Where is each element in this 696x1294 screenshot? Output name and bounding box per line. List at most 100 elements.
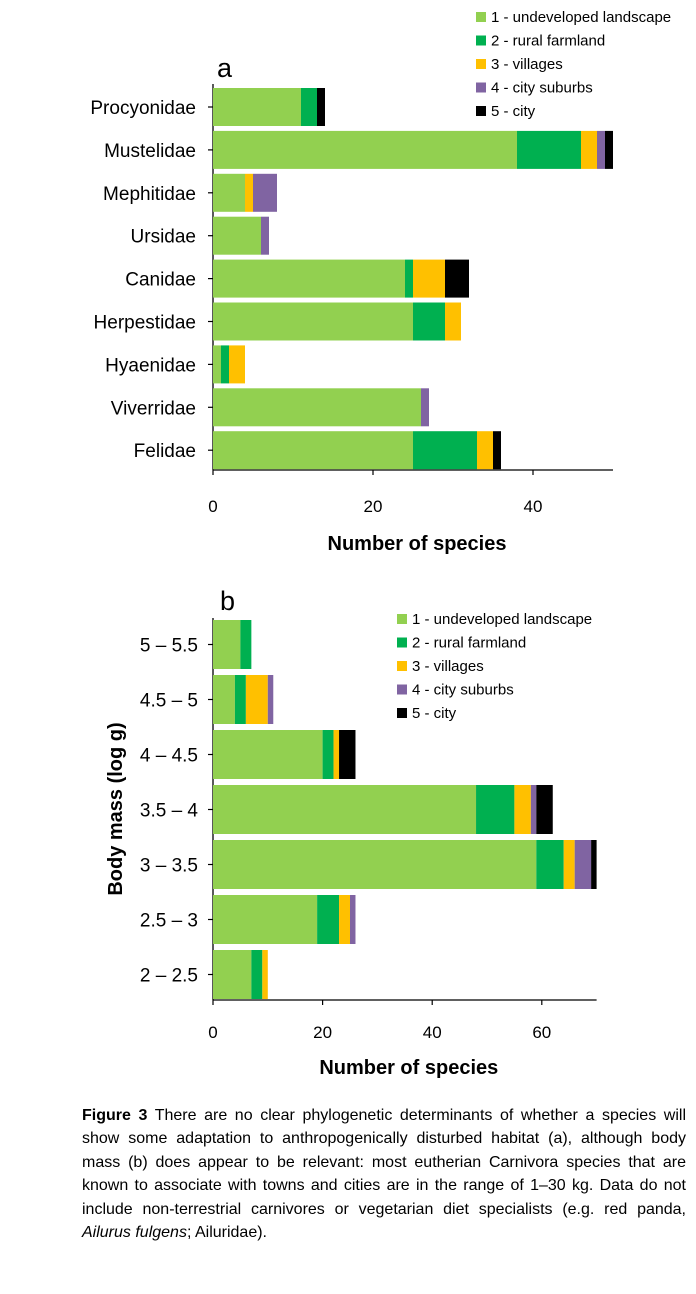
category-label: 3 – 3.5: [140, 856, 198, 877]
category-label: 4.5 – 5: [140, 691, 198, 712]
legend-label: 5 - city: [412, 705, 457, 722]
bar-mephitidae-4-city-suburbs: [253, 173, 277, 212]
bar-mustelidae-1-undeveloped-landscape: [213, 130, 517, 169]
bar-4-5-5-1-undeveloped-landscape: [213, 675, 235, 724]
bar-4-5-5-2-rural-farmland: [234, 675, 246, 724]
legend-label: 3 - villages: [491, 56, 563, 73]
category-label: 3.5 – 4: [140, 801, 199, 822]
bar-4-5-5-4-city-suburbs: [267, 675, 274, 724]
legend-swatch-5-city: [397, 708, 407, 718]
bar-ursidae-1-undeveloped-landscape: [213, 216, 261, 255]
bar-2-2-5-1-undeveloped-landscape: [213, 950, 252, 999]
caption-label: Figure 3: [82, 1107, 148, 1124]
legend-swatch-4-city-suburbs: [476, 82, 486, 93]
bar-mustelidae-3-villages: [581, 130, 597, 169]
bar-4-4-5-3-villages: [333, 730, 340, 779]
bar-3-5-4-1-undeveloped-landscape: [213, 785, 477, 834]
bar-procyonidae-5-city: [317, 88, 325, 126]
panel-label: b: [220, 586, 235, 616]
bar-2-5-3-3-villages: [339, 895, 350, 944]
category-label: Canidae: [125, 270, 196, 291]
bar-5-5-5-2-rural-farmland: [240, 620, 252, 669]
bar-2-5-3-4-city-suburbs: [350, 895, 356, 944]
category-label: Mephitidae: [103, 184, 196, 205]
legend-swatch-5-city: [476, 106, 486, 116]
bar-3-5-4-4-city-suburbs: [530, 785, 537, 834]
bar-canidae-2-rural-farmland: [405, 259, 413, 298]
bar-3-3-5-4-city-suburbs: [574, 840, 592, 889]
category-label: Hyaenidae: [105, 355, 196, 376]
bar-herpestidae-3-villages: [445, 302, 461, 341]
bar-3-3-5-5-city: [591, 840, 597, 889]
bar-mustelidae-4-city-suburbs: [597, 130, 605, 169]
bar-ursidae-4-city-suburbs: [261, 216, 269, 255]
category-label: Herpestidae: [94, 313, 196, 334]
bar-mephitidae-3-villages: [245, 173, 253, 212]
x-tick-label: 60: [532, 1023, 551, 1042]
category-label: Viverridae: [111, 398, 196, 419]
bar-2-5-3-1-undeveloped-landscape: [213, 895, 318, 944]
category-label: Ursidae: [131, 227, 196, 248]
bar-3-5-4-2-rural-farmland: [476, 785, 515, 834]
chart-a: 0 20 40 Procyonidae Mustelidae Mephitidae Ursi…: [90, 9, 671, 555]
bar-felidae-5-city: [493, 431, 501, 470]
bar-canidae-5-city: [445, 259, 469, 298]
legend-swatch-3-villages: [397, 661, 407, 671]
legend-swatch-1-undeveloped-landscape: [397, 614, 407, 624]
legend-swatch-2-rural-farmland: [476, 35, 486, 46]
category-label: 4 – 4.5: [140, 746, 198, 767]
bar-4-4-5-2-rural-farmland: [322, 730, 334, 779]
legend-label: 2 - rural farmland: [412, 635, 526, 652]
legend-swatch-2-rural-farmland: [397, 637, 407, 648]
bar-4-4-5-5-city: [339, 730, 356, 779]
bar-2-2-5-3-villages: [262, 950, 268, 999]
bar-3-3-5-2-rural-farmland: [536, 840, 564, 889]
bar-viverridae-4-city-suburbs: [421, 388, 429, 427]
figure-caption: Figure 3 There are no clear phylogenetic…: [82, 1104, 686, 1244]
legend-swatch-3-villages: [476, 59, 486, 69]
legend-label: 4 - city suburbs: [491, 80, 593, 97]
x-tick-label: 0: [208, 497, 217, 516]
bar-hyaenidae-2-rural-farmland: [221, 345, 229, 384]
legend-label: 1 - undeveloped landscape: [412, 611, 592, 628]
bar-4-4-5-1-undeveloped-landscape: [213, 730, 323, 779]
x-axis-title: Number of species: [328, 533, 507, 555]
chart-b: 0 20 40 60 5 – 5.5 4.5 – 5 4 – 4.5 3.5 – 4 3 – 3…: [105, 586, 597, 1079]
x-tick-label: 40: [423, 1023, 442, 1042]
bar-3-3-5-3-villages: [563, 840, 575, 889]
legend-label: 4 - city suburbs: [412, 682, 514, 699]
category-label: 2.5 – 3: [140, 911, 198, 932]
bar-5-5-5-1-undeveloped-landscape: [213, 620, 241, 669]
category-label: Procyonidae: [90, 98, 196, 119]
bar-4-5-5-3-villages: [245, 675, 268, 724]
bar-2-5-3-2-rural-farmland: [317, 895, 340, 944]
bar-2-2-5-2-rural-farmland: [251, 950, 263, 999]
legend-swatch-1-undeveloped-landscape: [476, 12, 486, 22]
bar-mustelidae-5-city: [605, 130, 613, 169]
category-label: 2 – 2.5: [140, 966, 198, 987]
x-tick-label: 40: [524, 497, 543, 516]
bar-procyonidae-1-undeveloped-landscape: [213, 88, 301, 126]
bar-canidae-3-villages: [413, 259, 445, 298]
legend-label: 5 - city: [491, 103, 536, 120]
y-axis-title: Body mass (log g): [105, 722, 127, 895]
legend-label: 3 - villages: [412, 658, 484, 675]
caption-text: There are no clear phylogenetic determin…: [82, 1107, 686, 1218]
x-axis-title: Number of species: [319, 1057, 498, 1079]
legend-label: 2 - rural farmland: [491, 33, 605, 50]
bar-hyaenidae-3-villages: [229, 345, 245, 384]
bar-herpestidae-1-undeveloped-landscape: [213, 302, 413, 341]
bar-mephitidae-1-undeveloped-landscape: [213, 173, 245, 212]
x-tick-label: 20: [364, 497, 383, 516]
bar-herpestidae-2-rural-farmland: [413, 302, 445, 341]
bar-felidae-1-undeveloped-landscape: [213, 431, 413, 470]
bar-canidae-1-undeveloped-landscape: [213, 259, 405, 298]
panel-label: a: [217, 53, 233, 83]
bar-procyonidae-2-rural-farmland: [301, 88, 317, 126]
bar-felidae-3-villages: [477, 431, 493, 470]
caption-text-end: ; Ailuridae).: [186, 1224, 267, 1242]
legend-swatch-4-city-suburbs: [397, 684, 407, 695]
bar-3-5-4-5-city: [536, 785, 553, 834]
bar-hyaenidae-1-undeveloped-landscape: [213, 345, 221, 384]
legend-label: 1 - undeveloped landscape: [491, 9, 671, 26]
